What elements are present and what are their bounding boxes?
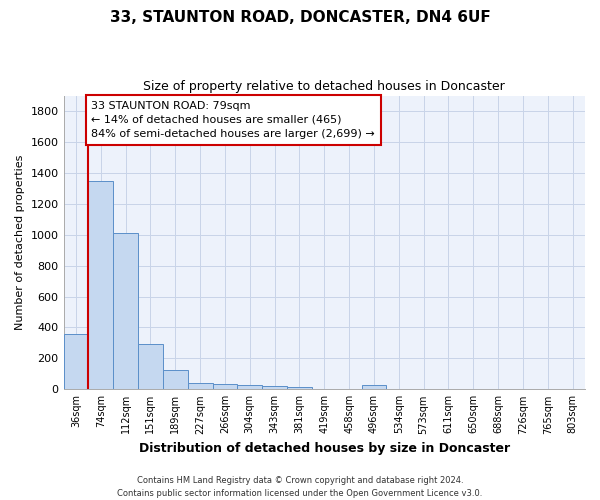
Bar — [88, 180, 113, 390]
Bar — [188, 383, 212, 390]
Title: Size of property relative to detached houses in Doncaster: Size of property relative to detached ho… — [143, 80, 505, 93]
Bar — [262, 386, 287, 390]
X-axis label: Distribution of detached houses by size in Doncaster: Distribution of detached houses by size … — [139, 442, 510, 455]
Text: Contains HM Land Registry data © Crown copyright and database right 2024.
Contai: Contains HM Land Registry data © Crown c… — [118, 476, 482, 498]
Bar — [238, 385, 262, 390]
Y-axis label: Number of detached properties: Number of detached properties — [15, 154, 25, 330]
Bar — [212, 384, 238, 390]
Bar — [138, 344, 163, 390]
Text: 33, STAUNTON ROAD, DONCASTER, DN4 6UF: 33, STAUNTON ROAD, DONCASTER, DN4 6UF — [110, 10, 490, 25]
Bar — [287, 387, 312, 390]
Bar — [64, 334, 88, 390]
Bar — [113, 234, 138, 390]
Bar — [163, 370, 188, 390]
Text: 33 STAUNTON ROAD: 79sqm
← 14% of detached houses are smaller (465)
84% of semi-d: 33 STAUNTON ROAD: 79sqm ← 14% of detache… — [91, 101, 375, 139]
Bar — [362, 386, 386, 390]
